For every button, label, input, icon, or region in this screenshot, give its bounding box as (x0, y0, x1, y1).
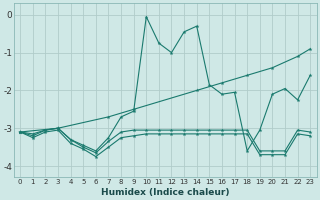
X-axis label: Humidex (Indice chaleur): Humidex (Indice chaleur) (101, 188, 229, 197)
